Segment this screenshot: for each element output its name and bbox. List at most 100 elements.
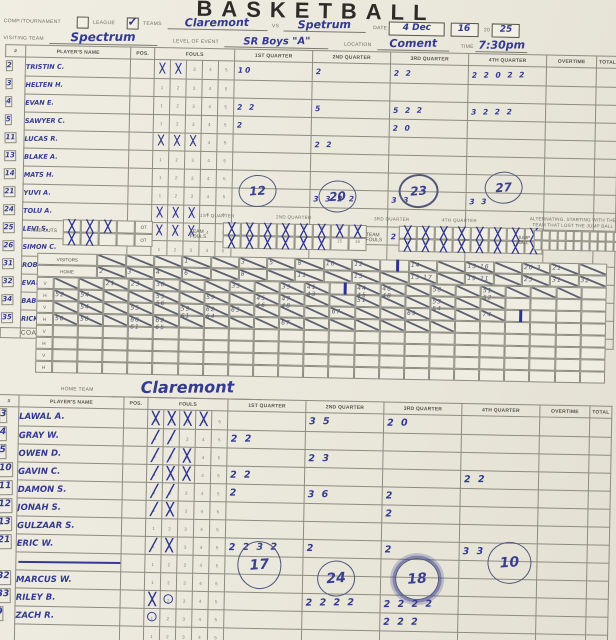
player-name: LUCAS R.	[24, 134, 58, 143]
player-name: DAMON S.	[17, 484, 67, 495]
running-score-cell	[77, 325, 104, 339]
foul-x-mark: ╳	[148, 591, 156, 606]
foul-number: 3	[183, 544, 187, 550]
running-score-cell	[405, 283, 431, 297]
foul-number: 4	[200, 490, 204, 496]
jump-ball-label: JUMP BALL	[518, 234, 531, 245]
foul-cell: 4	[191, 608, 209, 628]
foul-number: 4	[200, 508, 204, 514]
timeout-cell: ╳	[62, 232, 81, 246]
foul-number: 5	[223, 139, 227, 145]
running-score-cell	[529, 346, 556, 359]
timeout-cell	[98, 232, 117, 247]
quarter-score-cell: 3 6	[304, 484, 383, 505]
foul-cell: 3	[177, 518, 194, 537]
quarter-score-cell	[383, 432, 462, 452]
running-score-cell	[429, 356, 455, 369]
player-number: 10	[0, 462, 13, 478]
player-number: 33	[0, 588, 10, 604]
timeout-cell	[116, 233, 135, 247]
foul-number: 3	[185, 436, 189, 442]
running-score-cell	[554, 370, 580, 384]
foul-circle-mark: ◯	[146, 610, 157, 622]
running-score-row-label: H	[35, 360, 53, 374]
running-score-cell	[578, 263, 608, 276]
foul-x-mark: ╳	[199, 412, 208, 427]
player-number: 34	[0, 294, 13, 306]
running-score-cell	[278, 329, 305, 342]
quarter-score-cell: 2	[312, 62, 391, 83]
foul-number: 2	[176, 102, 179, 108]
col-total: TOTAL	[589, 405, 613, 419]
player-pos-cell	[120, 571, 145, 590]
running-score-cell	[429, 332, 455, 345]
total-cell	[587, 508, 611, 527]
total-cell	[585, 616, 608, 635]
running-score-row-label: V	[36, 276, 54, 290]
player-name: ERIC W.	[16, 538, 54, 549]
player-name-cell: HELTEN H.	[24, 75, 131, 96]
team-foul-x-mark: ╳	[300, 224, 308, 237]
quarter-score-cell: 5 2 2	[389, 100, 468, 120]
foul-number: 5	[217, 455, 221, 461]
running-score-row-label: V	[36, 300, 54, 314]
running-score-cell	[76, 361, 103, 375]
running-score-row-label: H	[36, 288, 54, 302]
running-score-cell	[77, 337, 103, 351]
running-score-cell: 8	[295, 257, 325, 271]
running-score-value: 31	[552, 276, 562, 284]
quarter-score: 2 2 0 2 2	[471, 70, 527, 80]
running-score-cell	[479, 345, 505, 358]
quarter-score-cell: 2	[381, 504, 461, 524]
running-score-value: 32	[580, 277, 591, 285]
team-foul-cell: 12 ╳	[276, 236, 295, 250]
col-pos: POS.	[123, 396, 149, 410]
quarter-score: 2 2	[237, 102, 257, 112]
player-number: 3	[5, 78, 12, 90]
team-foul-x-mark: ╳	[476, 241, 483, 254]
quarter-score-cell	[381, 522, 460, 542]
player-name-cell: JONAH S.	[16, 497, 123, 518]
jump-ball-cell	[564, 240, 574, 252]
quarter-score-cell	[232, 151, 311, 171]
foul-x-mark: ╳	[182, 466, 191, 481]
foul-number: 4	[201, 436, 205, 442]
foul-cell: 3	[184, 168, 201, 187]
quarter-score-cell: 2	[226, 483, 305, 503]
running-score-cell	[454, 344, 480, 358]
running-score-cell	[229, 292, 255, 305]
quarter-score: 2 2 2	[383, 616, 420, 628]
running-score-cell: 3	[125, 266, 154, 279]
running-score-value: 3	[127, 268, 133, 276]
jump-ball-cell	[605, 231, 614, 242]
player-number: 9	[0, 606, 4, 622]
running-score-cell	[97, 253, 126, 267]
running-score-value: 47 48	[281, 295, 292, 310]
foul-cell: 1	[153, 95, 170, 115]
foul-cell: 4	[193, 536, 210, 556]
quarter-score-cell	[301, 610, 381, 631]
team-foul-x-mark: ╳	[228, 236, 235, 249]
foul-cell: 3 ╳	[184, 132, 202, 151]
quarter-score-cell	[232, 133, 312, 153]
running-score-cell	[403, 367, 430, 381]
player-number: 13	[3, 150, 16, 162]
team-foul-cell: 14 ╳	[488, 240, 507, 254]
running-score-cell	[323, 270, 353, 283]
quarter-score-cell	[310, 152, 389, 173]
foul-x-mark: ╳	[151, 411, 160, 426]
foul-cell: 2	[168, 150, 185, 169]
foul-number: 4	[198, 616, 202, 622]
running-score-cell	[530, 298, 557, 311]
quarter-score-cell	[311, 116, 390, 137]
running-score-cell: 19 21	[465, 272, 494, 286]
quarter-score-cell	[311, 80, 391, 101]
running-score-cell	[581, 287, 607, 300]
quarter-score: 3 2 2 2	[471, 106, 514, 117]
player-pos-cell	[128, 167, 153, 186]
running-score-cell	[51, 361, 78, 374]
running-score-cell: 11	[295, 269, 324, 283]
player-number: 35	[0, 312, 13, 324]
foul-cell: 3	[175, 626, 192, 640]
